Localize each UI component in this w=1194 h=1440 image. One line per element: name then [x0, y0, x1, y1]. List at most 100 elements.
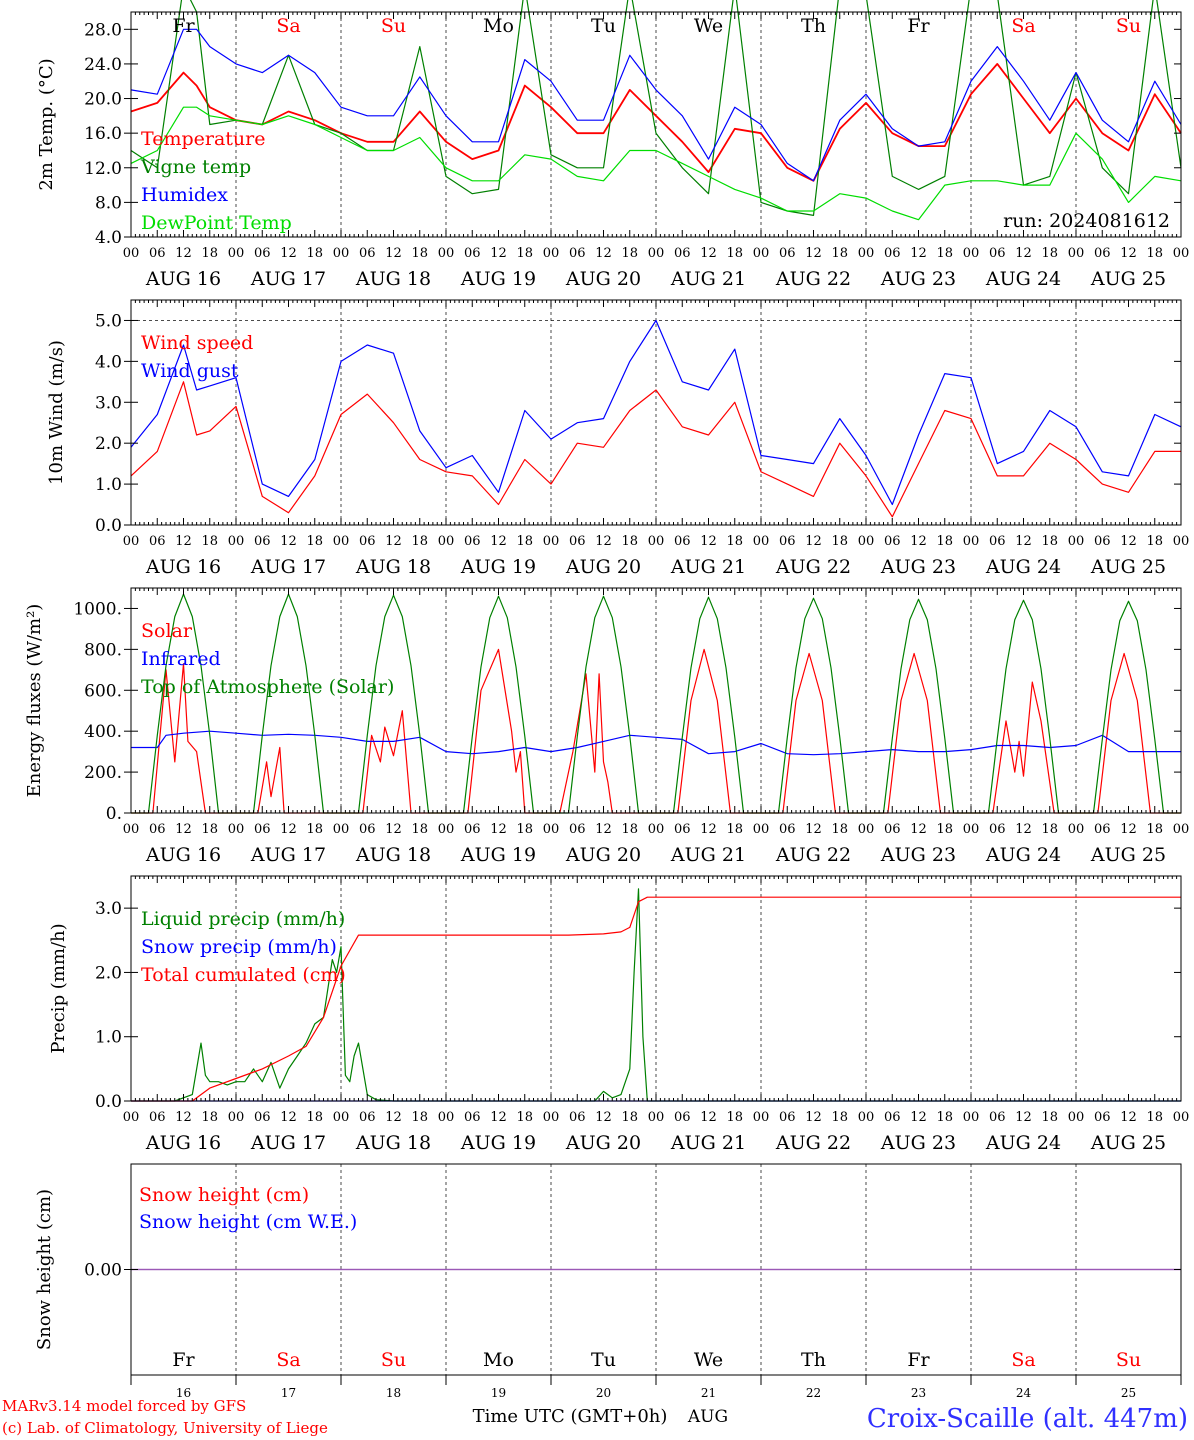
date-label: AUG 17: [250, 1132, 326, 1154]
hour-tick-label: 18: [516, 246, 533, 261]
hour-tick-label: 00: [1068, 246, 1085, 261]
hour-tick-label: 00: [648, 1110, 665, 1125]
y-axis-label: 2m Temp. (°C): [36, 58, 57, 190]
hour-tick-label: 00: [1173, 246, 1190, 261]
hour-tick-label: 00: [858, 822, 875, 837]
hour-tick-label: 18: [1041, 1110, 1058, 1125]
hour-tick-label: 12: [175, 246, 192, 261]
hour-tick-label: 18: [936, 534, 953, 549]
hour-tick-label: 18: [1146, 822, 1163, 837]
hour-tick-label: 06: [254, 534, 271, 549]
hour-tick-label: 18: [1146, 246, 1163, 261]
date-label: AUG 17: [250, 268, 326, 290]
hour-tick-label: 18: [726, 822, 743, 837]
hour-tick-label: 18: [831, 534, 848, 549]
y-tick-label: 2.0: [95, 963, 122, 983]
weekday-header-label: We: [694, 15, 723, 37]
date-label: AUG 17: [250, 556, 326, 578]
date-label: AUG 20: [565, 1132, 641, 1154]
hour-tick-label: 12: [595, 822, 612, 837]
day-number-label: 21: [701, 1386, 716, 1400]
legend-entry: Wind speed: [141, 332, 253, 354]
weekday-header-label: Su: [381, 15, 406, 37]
hour-tick-label: 00: [753, 246, 770, 261]
weekday-label: Su: [1116, 1349, 1141, 1371]
y-tick-label: 8.0: [95, 193, 122, 213]
hour-tick-label: 12: [385, 1110, 402, 1125]
hour-tick-label: 18: [1041, 534, 1058, 549]
hour-tick-label: 12: [175, 534, 192, 549]
hour-tick-label: 12: [490, 534, 507, 549]
weekday-header-label: Tu: [591, 15, 616, 37]
hour-tick-label: 00: [858, 246, 875, 261]
panel-temp: 00 06 12 18 00 06 12 18 00 06 12 18 00 06 12 18 00 06 12 18…: [36, 0, 1189, 290]
hour-tick-label: 06: [569, 822, 586, 837]
hour-tick-label: 06: [149, 534, 166, 549]
legend-entry: Snow height (cm W.E.): [139, 1211, 357, 1233]
legend-entry: Temperature: [141, 128, 265, 150]
hour-tick-label: 12: [385, 822, 402, 837]
hour-tick-label: 18: [831, 822, 848, 837]
hour-tick-label: 00: [963, 534, 980, 549]
hour-tick-label: 06: [254, 1110, 271, 1125]
date-label: AUG 25: [1090, 556, 1166, 578]
hour-tick-label: 00: [123, 822, 140, 837]
y-axis-label: 10m Wind (m/s): [46, 340, 67, 485]
hour-tick-label: 12: [280, 822, 297, 837]
hour-tick-label: 12: [910, 246, 927, 261]
day-number-label: 19: [491, 1386, 506, 1400]
hour-tick-label: 18: [306, 1110, 323, 1125]
plot-frame: [130, 11, 1182, 238]
hour-tick-label: 12: [490, 1110, 507, 1125]
y-tick-label: 4.0: [95, 352, 122, 372]
hour-tick-label: 18: [306, 822, 323, 837]
hour-tick-label: 00: [438, 1110, 455, 1125]
date-label: AUG 22: [775, 556, 851, 578]
hour-tick-label: 12: [280, 246, 297, 261]
hour-tick-label: 12: [700, 534, 717, 549]
hour-tick-label: 18: [621, 1110, 638, 1125]
weekday-label: Fr: [907, 1349, 930, 1371]
hour-tick-label: 12: [1015, 246, 1032, 261]
date-label: AUG 20: [565, 268, 641, 290]
hour-tick-label: 06: [884, 1110, 901, 1125]
y-tick-label: 200.: [84, 763, 122, 783]
y-tick-label: 3.0: [95, 899, 122, 919]
hour-tick-label: 12: [1120, 1110, 1137, 1125]
panel-energy: 00 06 12 18 00 06 12 18 00 06 12 18 00 06 12 18 00 06 12 18…: [24, 587, 1189, 866]
hour-tick-label: 00: [333, 1110, 350, 1125]
hour-tick-label: 18: [516, 822, 533, 837]
hour-tick-label: 18: [936, 246, 953, 261]
hour-tick-label: 12: [175, 1110, 192, 1125]
hour-tick-label: 00: [543, 246, 560, 261]
hour-tick-label: 00: [648, 246, 665, 261]
legend-entry: Wind gust: [141, 360, 239, 382]
run-annotation: run: 2024081612: [1003, 210, 1170, 232]
y-tick-label: 0.0: [95, 1092, 122, 1112]
hour-tick-label: 00: [438, 822, 455, 837]
hour-tick-label: 18: [621, 246, 638, 261]
legend-entry: DewPoint Temp: [141, 212, 292, 234]
hour-tick-label: 18: [516, 534, 533, 549]
legend-entry: Solar: [141, 620, 193, 642]
date-label: AUG 22: [775, 268, 851, 290]
hour-tick-label: 18: [201, 534, 218, 549]
hour-tick-label: 00: [438, 246, 455, 261]
legend-entry: Infrared: [141, 648, 221, 670]
hour-tick-label: 06: [254, 246, 271, 261]
y-tick-label: 800.: [84, 640, 122, 660]
hour-tick-label: 12: [280, 1110, 297, 1125]
day-number-label: 18: [386, 1386, 401, 1400]
hour-tick-label: 12: [805, 822, 822, 837]
hour-tick-label: 12: [700, 1110, 717, 1125]
day-number-label: 25: [1121, 1386, 1136, 1400]
hour-tick-label: 00: [963, 822, 980, 837]
date-label: AUG 21: [670, 556, 746, 578]
weekday-header-label: Th: [801, 15, 826, 37]
weekday-header-label: Fr: [172, 15, 195, 37]
hour-tick-label: 06: [674, 822, 691, 837]
hour-tick-label: 06: [1094, 1110, 1111, 1125]
weekday-label: Sa: [276, 1349, 300, 1371]
hour-tick-label: 12: [1015, 534, 1032, 549]
panel-wind: 00 06 12 18 00 06 12 18 00 06 12 18 00 06 12 18 00 06 12 18…: [46, 299, 1189, 578]
